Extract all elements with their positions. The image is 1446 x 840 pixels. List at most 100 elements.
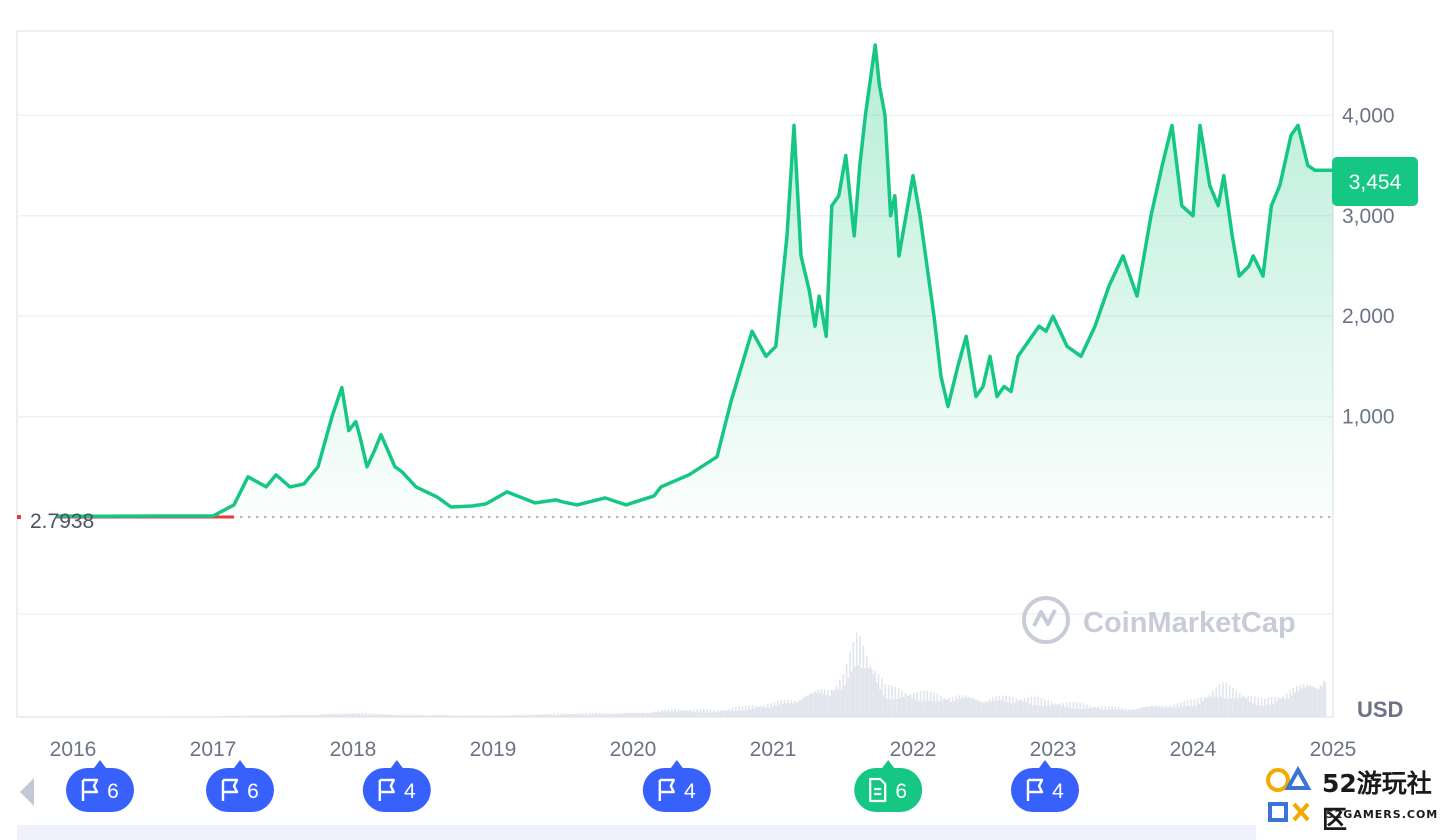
volume-bar bbox=[262, 715, 265, 717]
volume-bar bbox=[1196, 698, 1199, 717]
volume-bar bbox=[1232, 687, 1234, 717]
volume-bar bbox=[1222, 682, 1224, 717]
volume-bar bbox=[1250, 696, 1253, 717]
volume-bar bbox=[294, 714, 297, 717]
volume-bar bbox=[1294, 692, 1296, 717]
volume-bar bbox=[286, 714, 288, 717]
volume-bar bbox=[1312, 686, 1315, 717]
volume-bar bbox=[1207, 697, 1209, 717]
volume-bar bbox=[1033, 696, 1036, 717]
price-line bbox=[56, 43, 1333, 518]
volume-bar bbox=[1322, 680, 1325, 717]
volume-bar bbox=[1319, 685, 1322, 717]
volume-bar bbox=[526, 715, 529, 717]
volume-bar bbox=[877, 673, 880, 717]
volume-bar bbox=[1275, 701, 1278, 717]
volume-bar bbox=[177, 716, 179, 717]
volume-bar bbox=[958, 695, 960, 717]
volume-bar bbox=[874, 670, 876, 717]
volume-bar bbox=[871, 668, 873, 717]
volume-bar bbox=[1210, 697, 1212, 717]
volume-bar bbox=[267, 715, 270, 717]
volume-bar bbox=[1285, 693, 1288, 717]
volume-bar bbox=[390, 714, 393, 717]
volume-bar bbox=[1023, 698, 1026, 717]
event-marker-flag[interactable]: 4 bbox=[1011, 760, 1079, 812]
volume-bar bbox=[960, 698, 962, 717]
volume-bar bbox=[691, 711, 693, 717]
volume-bar bbox=[928, 700, 930, 717]
volume-bar bbox=[325, 714, 327, 717]
volume-bar bbox=[1126, 710, 1128, 717]
volume-bar bbox=[412, 715, 414, 717]
volume-bar bbox=[481, 715, 483, 717]
volume-bar bbox=[227, 716, 230, 717]
volume-bar bbox=[343, 713, 346, 717]
volume-bar bbox=[504, 715, 507, 717]
volume-bar bbox=[578, 713, 581, 717]
volume-bar bbox=[536, 714, 539, 717]
navigator-left-arrow-icon[interactable] bbox=[20, 778, 34, 806]
volume-bar bbox=[990, 701, 992, 717]
event-marker-document[interactable]: 6 bbox=[854, 760, 923, 812]
volume-bar bbox=[545, 715, 547, 717]
volume-bar bbox=[911, 697, 913, 717]
volume-bar bbox=[891, 685, 893, 717]
volume-bar bbox=[365, 712, 367, 717]
event-marker-flag[interactable]: 6 bbox=[66, 760, 134, 812]
volume-bar bbox=[498, 715, 500, 717]
event-count: 6 bbox=[247, 780, 259, 803]
volume-bar bbox=[944, 699, 947, 717]
volume-bar bbox=[1277, 697, 1280, 717]
volume-bar bbox=[1121, 707, 1123, 717]
navigator-strip[interactable] bbox=[17, 825, 1333, 840]
volume-bar bbox=[975, 699, 977, 717]
volume-bar bbox=[689, 709, 692, 717]
volume-bar bbox=[1195, 705, 1197, 717]
volume-bar bbox=[284, 715, 287, 717]
volume-bar bbox=[420, 715, 423, 717]
volume-bar bbox=[1065, 702, 1068, 717]
volume-bar bbox=[1107, 705, 1110, 717]
volume-bar bbox=[1287, 698, 1290, 717]
volume-bar bbox=[669, 711, 671, 717]
volume-bar bbox=[988, 699, 991, 717]
volume-bar bbox=[787, 699, 789, 717]
volume-bar bbox=[1044, 698, 1046, 717]
volume-bar bbox=[1180, 701, 1182, 717]
volume-bar bbox=[193, 716, 196, 717]
volume-bar bbox=[729, 711, 732, 717]
volume-bar bbox=[1020, 699, 1023, 717]
volume-bar bbox=[971, 697, 974, 717]
volume-bar bbox=[531, 714, 534, 717]
volume-bar bbox=[667, 709, 670, 717]
event-marker-flag[interactable]: 4 bbox=[362, 760, 431, 812]
volume-bar bbox=[1139, 707, 1142, 717]
event-marker-flag[interactable]: 6 bbox=[206, 760, 274, 812]
volume-bar bbox=[748, 705, 750, 717]
volume-bar bbox=[966, 697, 969, 717]
volume-bar bbox=[825, 695, 828, 717]
event-marker-flag[interactable]: 4 bbox=[642, 760, 711, 812]
volume-bar bbox=[479, 715, 482, 717]
volume-bar bbox=[1086, 704, 1088, 717]
volume-bar bbox=[926, 690, 929, 717]
volume-bar bbox=[205, 716, 208, 717]
volume-bar bbox=[654, 711, 656, 717]
volume-bar bbox=[296, 714, 299, 717]
volume-bar bbox=[331, 714, 334, 717]
volume-bar bbox=[682, 710, 685, 717]
volume-bar bbox=[865, 655, 868, 717]
volume-bar bbox=[462, 715, 465, 717]
currency-label: USD bbox=[1357, 697, 1403, 722]
volume-bar bbox=[1247, 696, 1249, 717]
volume-bar bbox=[289, 714, 292, 717]
volume-bar bbox=[1067, 707, 1070, 717]
volume-bar bbox=[629, 712, 631, 717]
volume-bar bbox=[632, 712, 635, 717]
volume-bar bbox=[802, 697, 804, 717]
volume-bar bbox=[215, 716, 218, 717]
volume-bar bbox=[760, 706, 762, 717]
y-tick-label: 1,000 bbox=[1342, 406, 1395, 429]
volume-bar bbox=[314, 715, 317, 717]
